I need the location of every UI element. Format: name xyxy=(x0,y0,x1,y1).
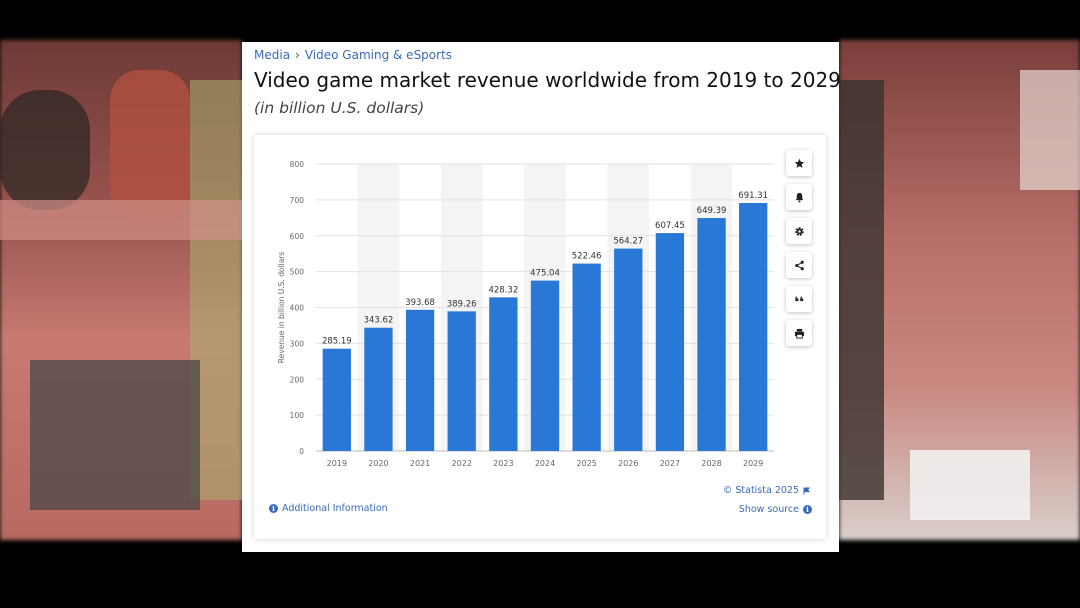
bar[interactable] xyxy=(405,309,435,451)
bar-value-label: 691.31 xyxy=(738,191,768,201)
bar-value-label: 522.46 xyxy=(572,252,602,262)
chart-bars: 285.19 2019 343.62 2020 393.68 2021 389.26 2022… xyxy=(322,191,768,468)
info-icon: i xyxy=(269,504,278,513)
gear-icon xyxy=(794,226,804,236)
settings-button[interactable] xyxy=(786,218,812,244)
y-tick-label: 600 xyxy=(290,232,305,241)
bar-value-label: 285.19 xyxy=(322,337,352,347)
y-tick-label: 400 xyxy=(290,304,305,313)
bar[interactable] xyxy=(530,280,560,451)
share-icon xyxy=(794,260,804,270)
x-tick-label: 2021 xyxy=(410,459,430,468)
bar[interactable] xyxy=(739,202,768,451)
print-button[interactable] xyxy=(786,320,812,346)
statista-flag-icon xyxy=(803,487,810,494)
bar-value-label: 607.45 xyxy=(655,221,685,231)
chart-card: Media › Video Gaming & eSports Video game … xyxy=(242,42,841,552)
cite-button[interactable] xyxy=(786,286,812,312)
breadcrumb-separator: › xyxy=(295,48,300,62)
copyright-label: © Statista 2025 xyxy=(722,485,799,496)
bar[interactable] xyxy=(655,233,685,451)
bar[interactable] xyxy=(489,297,518,451)
page-title: Video game market revenue worldwide from… xyxy=(254,68,841,92)
x-tick-label: 2026 xyxy=(618,459,638,468)
bar-chart: 0 100 200 300 400 500 600 700 800 285.19 2019 343.… xyxy=(277,160,774,468)
x-tick-label: 2022 xyxy=(452,459,472,468)
y-axis-label: Revenue in billion U.S. dollars xyxy=(277,252,286,364)
copyright-link[interactable]: © Statista 2025 xyxy=(723,485,810,496)
blurred-background xyxy=(0,40,1080,540)
bar-value-label: 343.62 xyxy=(364,316,394,326)
bookmark-button[interactable] xyxy=(786,150,812,176)
x-tick-label: 2027 xyxy=(660,459,680,468)
bar[interactable] xyxy=(447,311,476,451)
x-tick-label: 2024 xyxy=(535,459,555,468)
bar-value-label: 649.39 xyxy=(697,206,727,216)
notification-button[interactable] xyxy=(786,184,812,210)
x-tick-label: 2028 xyxy=(701,459,721,468)
bar-value-label: 428.32 xyxy=(488,285,518,295)
bar[interactable] xyxy=(364,327,393,451)
breadcrumb-video-gaming-link[interactable]: Video Gaming & eSports xyxy=(304,48,453,62)
breadcrumb-media-link[interactable]: Media xyxy=(254,48,291,62)
bar[interactable] xyxy=(697,218,726,451)
y-tick-label: 100 xyxy=(290,411,305,420)
breadcrumb: Media › Video Gaming & eSports xyxy=(254,48,452,62)
y-tick-label: 800 xyxy=(290,160,305,169)
page-subtitle: (in billion U.S. dollars) xyxy=(254,99,425,117)
share-button[interactable] xyxy=(786,252,812,278)
y-tick-label: 500 xyxy=(290,268,305,277)
bar-value-label: 564.27 xyxy=(613,237,643,247)
bar[interactable] xyxy=(614,248,643,451)
bar-value-label: 393.68 xyxy=(405,298,435,308)
quote-icon xyxy=(794,295,803,301)
additional-information-link[interactable]: i Additional Information xyxy=(269,503,388,514)
x-tick-label: 2019 xyxy=(327,459,347,468)
additional-information-label: Additional Information xyxy=(282,503,388,514)
bar-value-label: 475.04 xyxy=(530,269,560,279)
x-tick-label: 2023 xyxy=(493,459,513,468)
info-icon: i xyxy=(803,505,812,514)
x-tick-label: 2025 xyxy=(576,459,596,468)
y-tick-label: 700 xyxy=(290,196,305,205)
bar-value-label: 389.26 xyxy=(447,299,477,309)
y-tick-label: 300 xyxy=(290,339,305,348)
x-tick-label: 2029 xyxy=(743,459,763,468)
chart-panel: 0 100 200 300 400 500 600 700 800 285.19 2019 343.… xyxy=(254,135,826,539)
y-tick-label: 0 xyxy=(299,447,304,456)
star-icon xyxy=(794,158,804,168)
bar[interactable] xyxy=(572,263,601,451)
y-tick-label: 200 xyxy=(290,375,305,384)
x-tick-label: 2020 xyxy=(368,459,388,468)
bell-icon xyxy=(795,192,803,202)
print-icon xyxy=(794,328,804,339)
show-source-link[interactable]: Show source i xyxy=(739,504,812,515)
bar[interactable] xyxy=(322,348,351,451)
show-source-label: Show source xyxy=(738,504,799,515)
